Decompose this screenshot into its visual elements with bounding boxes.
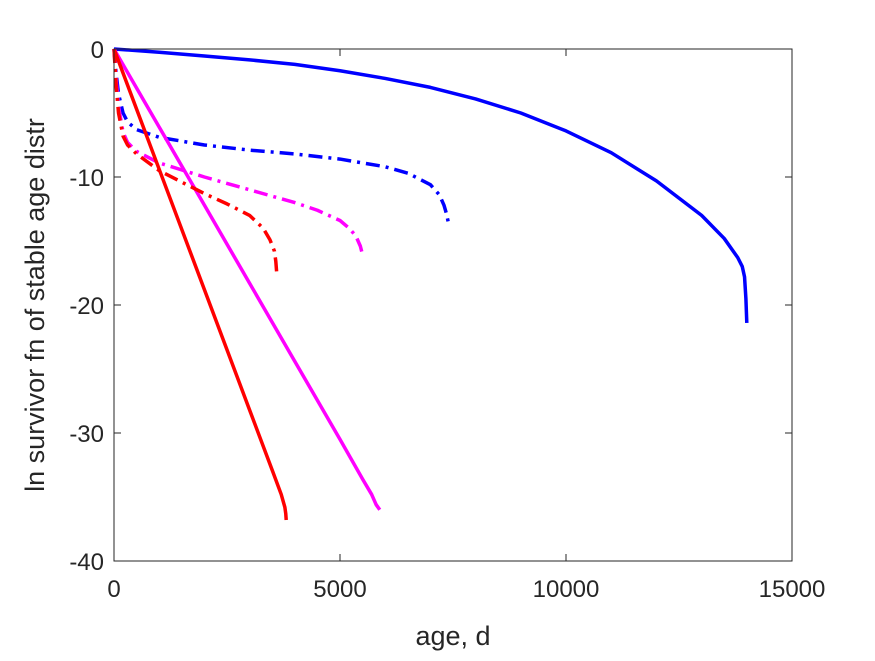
- y-axis-label: ln survivor fn of stable age distr: [20, 118, 50, 492]
- x-axis-label: age, d: [415, 621, 490, 651]
- series-layer: [112, 47, 749, 521]
- x-tick-label: 10000: [533, 576, 600, 603]
- y-tick-label: -10: [69, 165, 104, 192]
- y-tick-label: -40: [69, 549, 104, 576]
- plot-area: [114, 49, 792, 561]
- series-line-6: [112, 48, 279, 274]
- series-line-5: [112, 48, 288, 521]
- y-tick-label: -20: [69, 293, 104, 320]
- series-line-1: [113, 47, 749, 323]
- y-tick-label: 0: [91, 37, 104, 64]
- x-tick-label: 5000: [313, 576, 366, 603]
- x-tick-label: 0: [107, 576, 120, 603]
- tick-layer: 0 5000 10000 15000 0 -10 -20 -30 -40: [69, 37, 825, 603]
- series-line-2: [112, 48, 451, 224]
- y-tick-label: -30: [69, 421, 104, 448]
- x-tick-label: 15000: [759, 576, 826, 603]
- series-line-3: [112, 48, 382, 511]
